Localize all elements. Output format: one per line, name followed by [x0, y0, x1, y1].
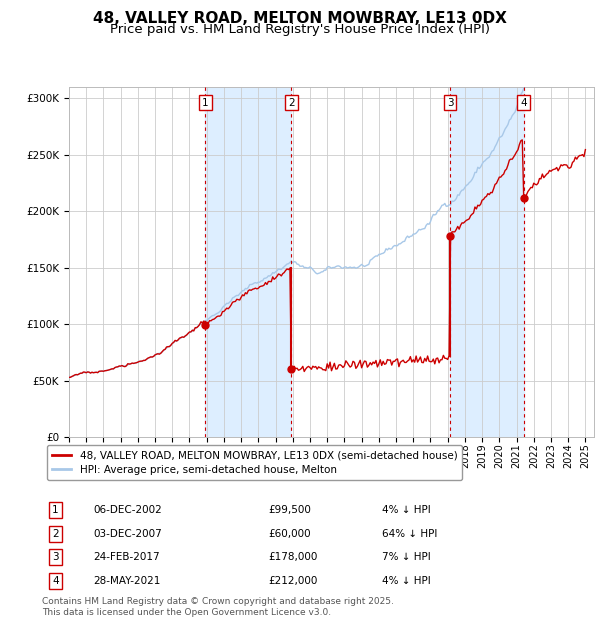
Text: 64% ↓ HPI: 64% ↓ HPI — [382, 529, 437, 539]
Text: Contains HM Land Registry data © Crown copyright and database right 2025.
This d: Contains HM Land Registry data © Crown c… — [42, 598, 394, 617]
Text: 06-DEC-2002: 06-DEC-2002 — [94, 505, 162, 515]
Text: £212,000: £212,000 — [269, 576, 318, 586]
Bar — [205, 87, 292, 437]
Text: £99,500: £99,500 — [269, 505, 311, 515]
Text: 3: 3 — [447, 97, 454, 107]
Text: 2: 2 — [288, 97, 295, 107]
Text: 24-FEB-2017: 24-FEB-2017 — [94, 552, 160, 562]
Text: 28-MAY-2021: 28-MAY-2021 — [94, 576, 161, 586]
Text: 1: 1 — [202, 97, 209, 107]
Legend: 48, VALLEY ROAD, MELTON MOWBRAY, LE13 0DX (semi-detached house), HPI: Average pr: 48, VALLEY ROAD, MELTON MOWBRAY, LE13 0D… — [47, 445, 463, 480]
Text: 03-DEC-2007: 03-DEC-2007 — [94, 529, 162, 539]
Text: Price paid vs. HM Land Registry's House Price Index (HPI): Price paid vs. HM Land Registry's House … — [110, 23, 490, 36]
Text: £60,000: £60,000 — [269, 529, 311, 539]
Text: 48, VALLEY ROAD, MELTON MOWBRAY, LE13 0DX: 48, VALLEY ROAD, MELTON MOWBRAY, LE13 0D… — [93, 11, 507, 26]
Text: 7% ↓ HPI: 7% ↓ HPI — [382, 552, 431, 562]
Text: 1: 1 — [52, 505, 59, 515]
Text: 4% ↓ HPI: 4% ↓ HPI — [382, 505, 431, 515]
Text: 4: 4 — [520, 97, 527, 107]
Text: 3: 3 — [52, 552, 59, 562]
Bar — [450, 87, 524, 437]
Text: 4% ↓ HPI: 4% ↓ HPI — [382, 576, 431, 586]
Text: £178,000: £178,000 — [269, 552, 318, 562]
Text: 4: 4 — [52, 576, 59, 586]
Text: 2: 2 — [52, 529, 59, 539]
